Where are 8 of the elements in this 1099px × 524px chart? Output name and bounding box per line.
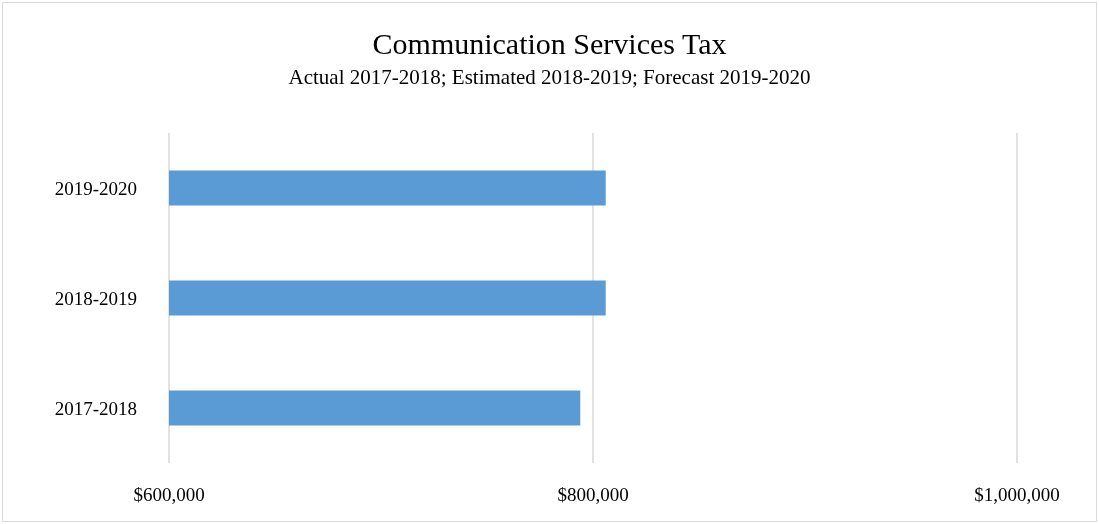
chart-subtitle: Actual 2017-2018; Estimated 2018-2019; Forecast 2019-2020 xyxy=(288,64,811,89)
y-tick-label: 2017-2018 xyxy=(54,397,137,419)
x-tick-label: $800,000 xyxy=(557,484,629,505)
x-tick-label: $1,000,000 xyxy=(974,484,1060,505)
y-tick-label: 2018-2019 xyxy=(54,287,137,309)
chart-title: Communication Services Tax xyxy=(372,26,727,60)
x-tick-label: $600,000 xyxy=(133,484,205,505)
y-tick-label: 2019-2020 xyxy=(54,177,137,199)
